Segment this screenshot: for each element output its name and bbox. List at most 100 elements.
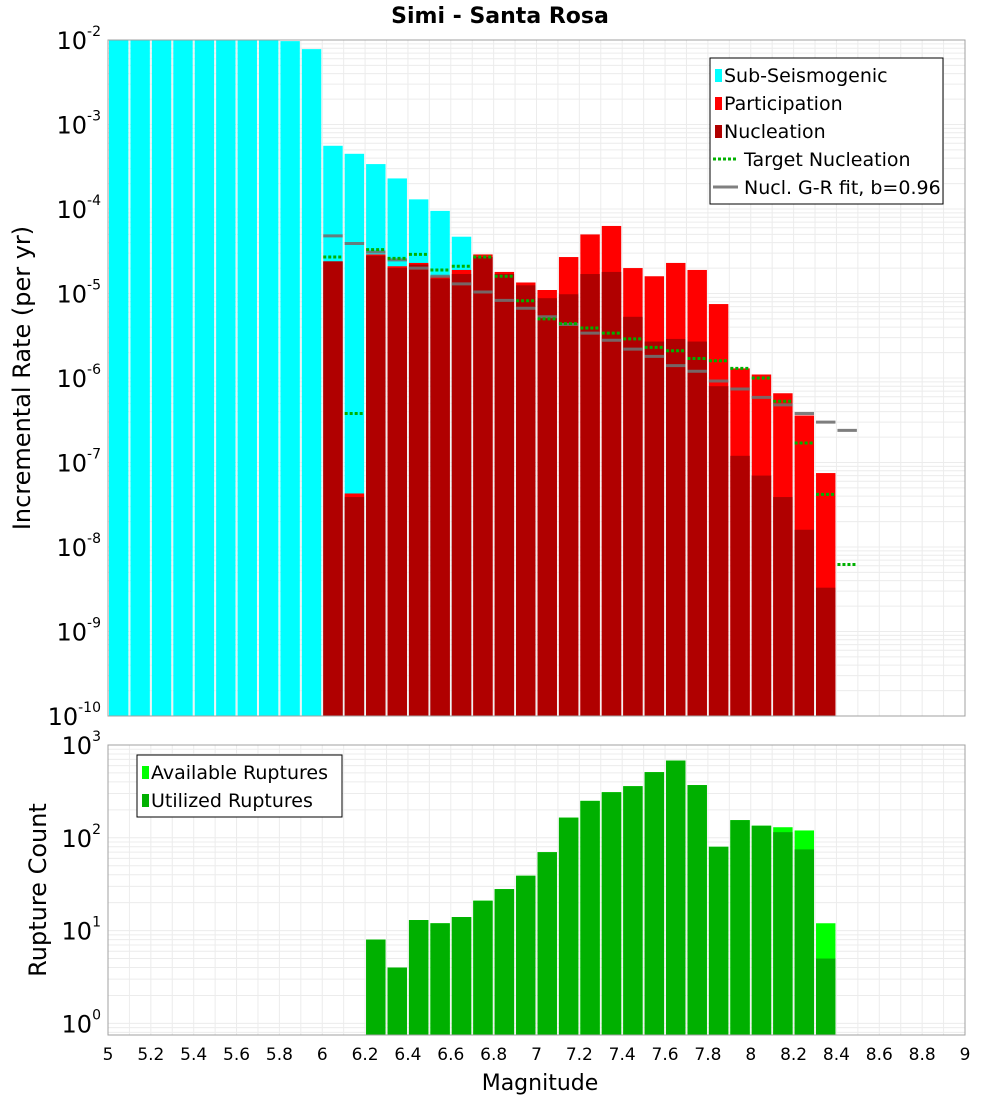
top-legend: Sub-Seismogenic Participation Nucleation Ta… <box>709 57 944 205</box>
x-tick-label: 6.8 <box>480 1045 507 1065</box>
bar-utilized-ruptures <box>773 832 793 1035</box>
legend-swatch <box>715 97 722 110</box>
bar-utilized-ruptures <box>558 817 579 1035</box>
bar-sub-seismogenic <box>280 41 300 716</box>
top-y-axis-label: Incremental Rate (per yr) <box>8 226 36 530</box>
bottom-y-axis-label: Rupture Count <box>24 803 52 977</box>
legend-swatch <box>142 766 149 779</box>
y-tick-label: 10-5 <box>56 278 101 309</box>
bar-nucleation <box>344 497 365 716</box>
x-tick-label: 5.8 <box>266 1045 293 1065</box>
top-markers <box>323 234 857 567</box>
bar-sub-seismogenic <box>301 49 322 717</box>
bar-nucleation <box>408 264 429 716</box>
legend-swatch <box>715 125 722 138</box>
bar-utilized-ruptures <box>580 800 600 1035</box>
bar-nucleation <box>708 386 729 716</box>
bottom-y-tick-labels: 100 101 102 103 <box>62 729 101 1038</box>
bar-utilized-ruptures <box>816 958 836 1035</box>
bar-nucleation <box>816 587 836 716</box>
bar-nucleation <box>580 274 600 716</box>
bar-sub-seismogenic <box>130 40 150 716</box>
bar-utilized-ruptures <box>794 849 815 1035</box>
y-tick-label: 10-10 <box>48 700 101 731</box>
x-tick-label: 7.4 <box>609 1045 636 1065</box>
bar-nucleation <box>537 298 557 716</box>
y-tick-label: 103 <box>62 729 101 760</box>
x-tick-label: 5.6 <box>223 1045 250 1065</box>
legend-label: Participation <box>724 93 843 115</box>
y-tick-label: 10-8 <box>56 531 101 562</box>
y-tick-label: 10-2 <box>56 24 101 55</box>
y-tick-label: 100 <box>62 1007 101 1038</box>
x-tick-label: 8.4 <box>823 1045 850 1065</box>
x-axis-label: Magnitude <box>482 1071 599 1096</box>
bar-nucleation <box>794 529 815 716</box>
legend-swatch <box>715 69 722 82</box>
bar-nucleation <box>558 294 579 716</box>
bar-utilized-ruptures <box>430 923 450 1035</box>
bar-utilized-ruptures <box>623 786 643 1035</box>
x-tick-label: 5.2 <box>137 1045 164 1065</box>
x-tick-label: 8 <box>745 1045 756 1065</box>
bar-nucleation <box>366 255 386 716</box>
bar-utilized-ruptures <box>494 889 515 1035</box>
legend-swatch <box>142 794 149 807</box>
top-bars <box>109 40 836 717</box>
bar-utilized-ruptures <box>644 772 665 1035</box>
bar-nucleation <box>601 271 622 716</box>
x-tick-label: 7.6 <box>652 1045 679 1065</box>
bar-nucleation <box>666 338 686 716</box>
bar-utilized-ruptures <box>473 900 493 1035</box>
x-tick-label: 8.6 <box>866 1045 893 1065</box>
x-tick-label: 5.4 <box>180 1045 207 1065</box>
y-tick-label: 10-3 <box>56 109 101 140</box>
y-tick-label: 10-4 <box>56 193 101 224</box>
bar-nucleation <box>387 268 407 716</box>
x-tick-labels: 5 5.2 5.4 5.6 5.8 6 6.2 6.4 6.6 6.8 7 7.2 7.4 7.6 7.8 8… <box>103 1045 971 1065</box>
bar-nucleation <box>516 285 536 716</box>
bar-sub-seismogenic <box>194 40 215 716</box>
x-tick-label: 7 <box>531 1045 542 1065</box>
bar-nucleation <box>494 274 515 716</box>
bar-nucleation <box>730 455 750 716</box>
x-tick-label: 8.2 <box>780 1045 807 1065</box>
bar-sub-seismogenic <box>151 40 172 716</box>
legend-label: Nucleation <box>724 121 826 143</box>
bar-sub-seismogenic <box>258 40 279 716</box>
bar-utilized-ruptures <box>601 792 622 1035</box>
y-tick-label: 102 <box>62 822 101 853</box>
bar-utilized-ruptures <box>751 825 772 1035</box>
bar-nucleation <box>751 475 772 716</box>
bar-utilized-ruptures <box>537 852 557 1035</box>
y-tick-label: 10-9 <box>56 616 101 647</box>
x-tick-label: 6.4 <box>394 1045 421 1065</box>
bottom-legend: Available Ruptures Utilized Ruptures <box>136 754 343 818</box>
bar-sub-seismogenic <box>237 40 257 716</box>
bar-utilized-ruptures <box>516 875 536 1035</box>
bar-utilized-ruptures <box>687 785 707 1035</box>
x-tick-label: 7.8 <box>694 1045 721 1065</box>
legend-label: Sub-Seismogenic <box>724 65 888 87</box>
legend-box <box>709 57 944 205</box>
bottom-plot-frame <box>107 744 966 1036</box>
x-tick-label: 8.8 <box>909 1045 936 1065</box>
x-tick-label: 6.2 <box>352 1045 379 1065</box>
y-tick-label: 10-6 <box>56 362 101 393</box>
chart-title: Simi - Santa Rosa <box>391 4 609 29</box>
x-tick-label: 5 <box>103 1045 114 1065</box>
x-tick-label: 7.2 <box>566 1045 593 1065</box>
bar-utilized-ruptures <box>666 760 686 1035</box>
legend-box <box>136 754 343 818</box>
bar-utilized-ruptures <box>366 939 386 1035</box>
top-y-tick-labels: 10-10 10-9 10-8 10-7 10-6 10-5 10-4 10-3 10-2 <box>48 24 102 731</box>
legend-label: Available Ruptures <box>151 762 328 784</box>
bar-nucleation <box>451 274 472 716</box>
bar-nucleation <box>473 257 493 716</box>
y-tick-label: 101 <box>62 915 101 946</box>
x-tick-label: 6.6 <box>437 1045 464 1065</box>
y-tick-label: 10-7 <box>56 447 101 478</box>
x-tick-label: 9 <box>960 1045 971 1065</box>
bar-nucleation <box>623 316 643 716</box>
